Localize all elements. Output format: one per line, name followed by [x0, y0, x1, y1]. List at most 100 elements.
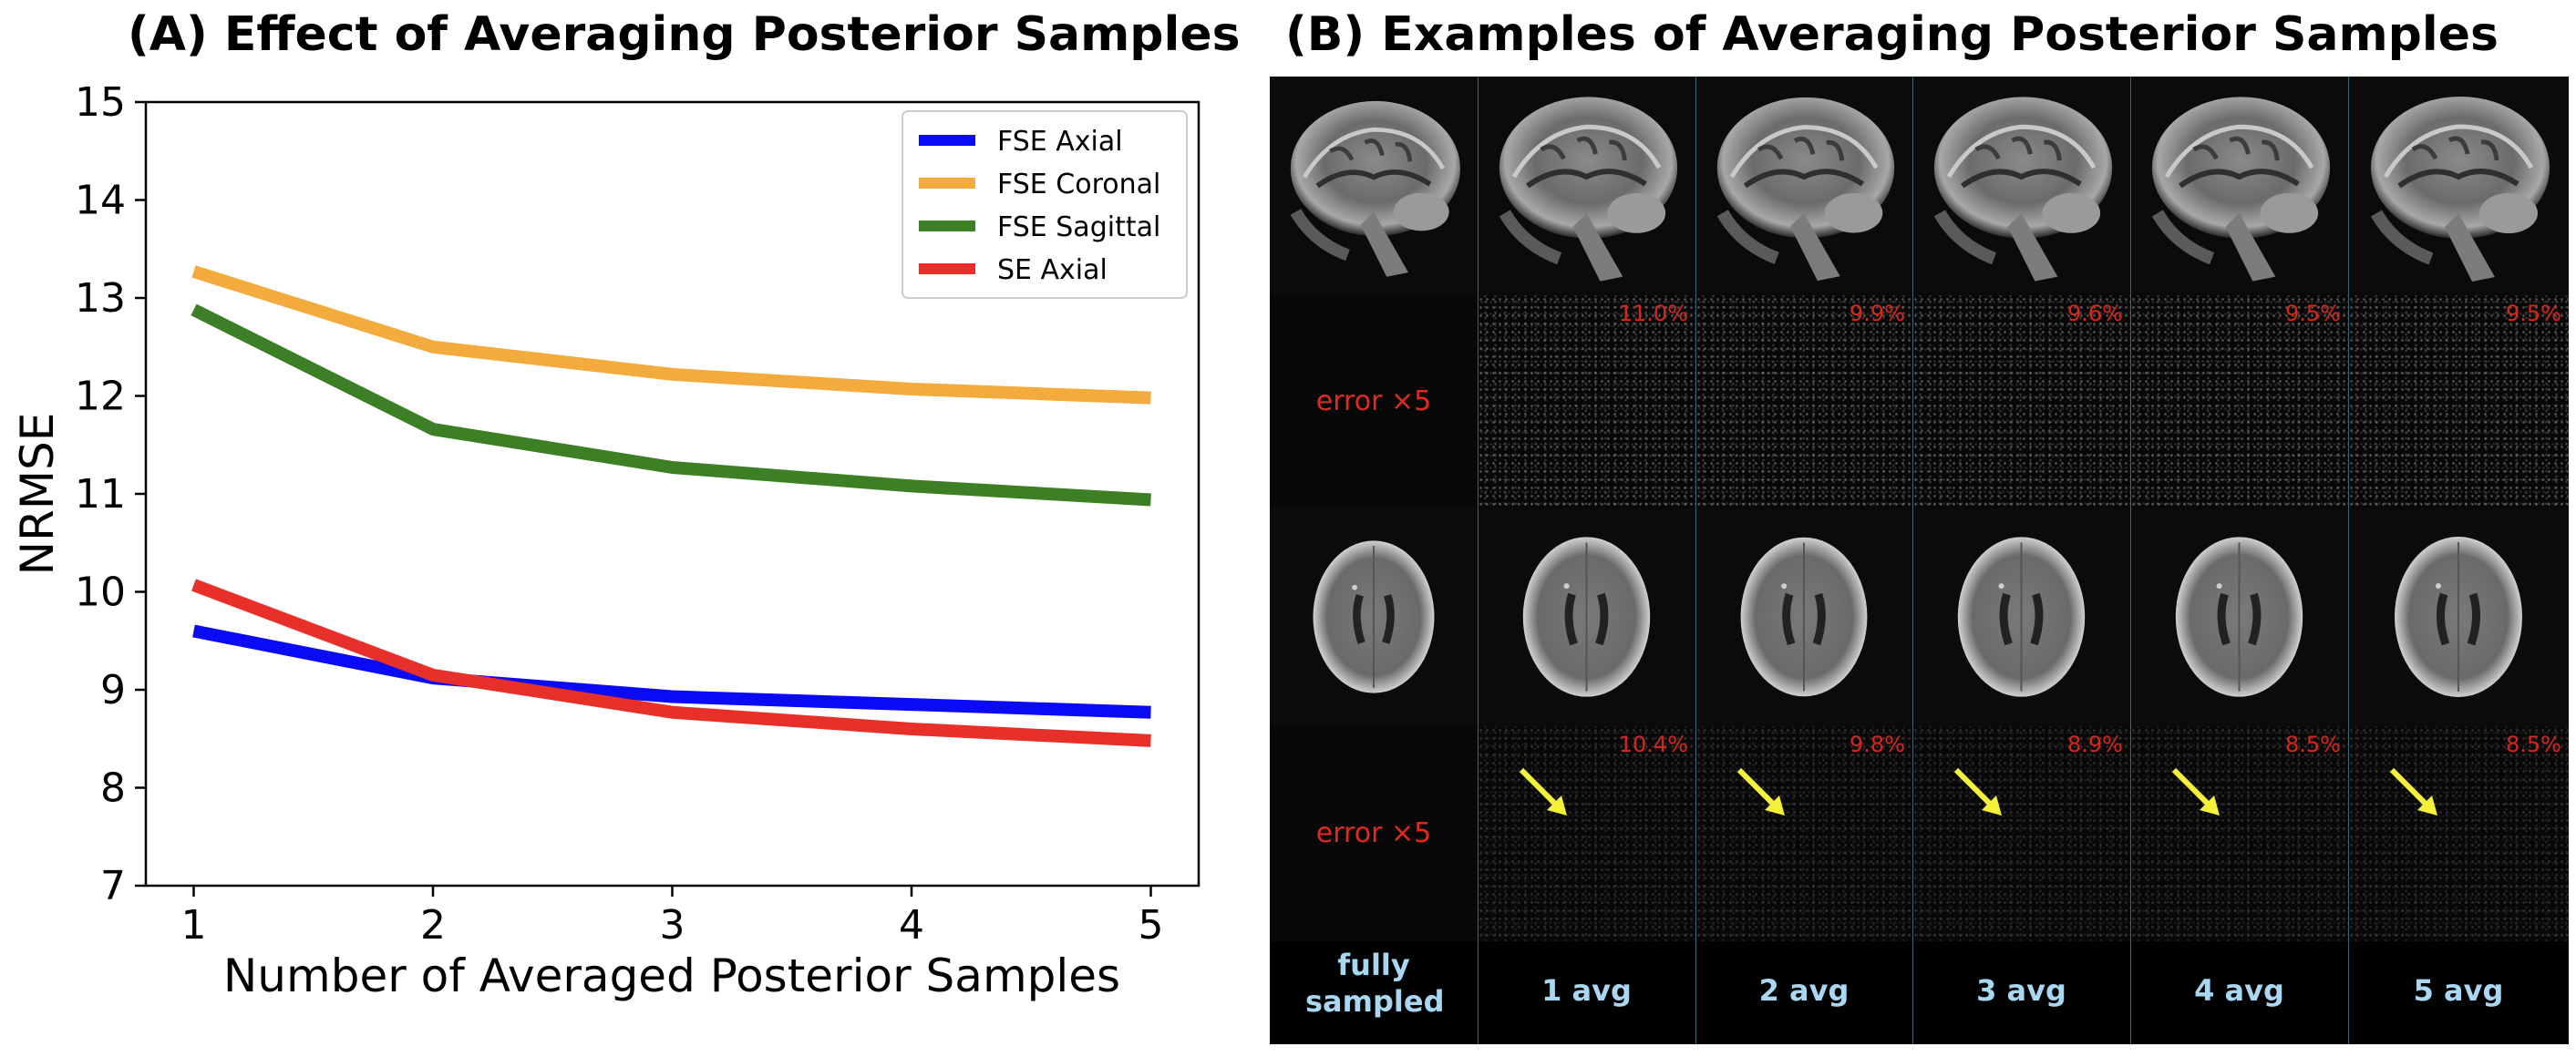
- y-tick-label: 11: [75, 471, 126, 518]
- nrmse-percent: 9.8%: [1850, 732, 1905, 757]
- legend: FSE Axial FSE Coronal FSE Sagittal SE Axial: [902, 110, 1188, 299]
- column-divider: [2130, 77, 2131, 1044]
- error-noise-texture: [1912, 726, 2130, 941]
- axial-image-cell: [1478, 508, 1695, 726]
- error-map-cell: 9.5%: [2130, 295, 2348, 508]
- error-map-cell: 8.5%: [2130, 726, 2348, 941]
- column-divider: [1695, 77, 1696, 1044]
- y-axis-label: NRMSE: [11, 413, 64, 576]
- sagittal-image-cell: [1478, 77, 1695, 295]
- axial-mri-image: [1313, 540, 1435, 693]
- error-map-cell: 9.8%: [1695, 726, 1912, 941]
- yellow-arrow-icon: [1736, 767, 1785, 816]
- sagittal-mri-image: [1499, 97, 1678, 282]
- x-tick-label: 2: [420, 902, 446, 949]
- axial-mri-image: [1522, 537, 1651, 697]
- error-noise-texture: [1478, 726, 1695, 941]
- axial-mri-image: [1957, 537, 2086, 697]
- sagittal-image-cell: [1912, 77, 2130, 295]
- column-label: fully sampled: [1305, 948, 1445, 1019]
- axial-mri-image: [2175, 537, 2303, 697]
- yellow-arrow-icon: [2171, 767, 2220, 816]
- column-footer: 3 avg: [1912, 941, 2130, 1044]
- error-map-cell: 8.5%: [2348, 726, 2569, 941]
- yellow-arrow-icon: [1953, 767, 2002, 816]
- x-tick-label: 5: [1139, 902, 1164, 949]
- x-tick-label: 4: [899, 902, 924, 949]
- yellow-arrow-icon: [1519, 767, 1567, 816]
- error-scale-label: error ×5: [1315, 817, 1432, 849]
- axial-image-cell: [2130, 508, 2348, 726]
- column-footer: 1 avg: [1478, 941, 1695, 1044]
- axial-image-cell: [1695, 508, 1912, 726]
- nrmse-percent: 8.9%: [2067, 732, 2123, 757]
- sagittal-mri-image: [1933, 97, 2113, 282]
- y-tick-label: 14: [75, 178, 126, 224]
- y-tick-label: 8: [100, 765, 126, 812]
- legend-label: SE Axial: [997, 254, 1108, 286]
- column-footer: 2 avg: [1695, 941, 1912, 1044]
- legend-label: FSE Sagittal: [997, 211, 1160, 243]
- error-noise-texture: [2130, 726, 2348, 941]
- error-map-cell: error ×5: [1270, 726, 1478, 941]
- error-noise-texture: [1695, 726, 1912, 941]
- y-tick-label: 10: [75, 570, 126, 616]
- column-footer: 4 avg: [2130, 941, 2348, 1044]
- nrmse-percent: 8.5%: [2506, 732, 2561, 757]
- y-tick-label: 7: [100, 863, 126, 909]
- sagittal-mri-image: [2370, 97, 2550, 282]
- sagittal-image-cell: [1695, 77, 1912, 295]
- sagittal-mri-image: [1290, 100, 1460, 277]
- sagittal-image-cell: [2130, 77, 2348, 295]
- nrmse-percent: 9.6%: [2067, 301, 2123, 326]
- error-noise-texture: [2348, 726, 2569, 941]
- axial-mri-image: [2395, 537, 2522, 697]
- axial-image-cell: [2348, 508, 2569, 726]
- sagittal-mri-image: [1716, 97, 1895, 282]
- axial-image-cell: [1270, 508, 1478, 726]
- error-map-cell: 9.6%: [1912, 295, 2130, 508]
- panel-a-title: (A) Effect of Averaging Posterior Sample…: [128, 7, 1241, 62]
- legend-label: FSE Axial: [997, 126, 1123, 158]
- column-label: 1 avg: [1541, 973, 1632, 1008]
- nrmse-percent: 8.5%: [2285, 732, 2341, 757]
- error-noise-texture: [1912, 295, 2130, 508]
- x-tick-label: 3: [660, 902, 685, 949]
- error-noise-texture: [2130, 295, 2348, 508]
- column-divider: [1478, 77, 1479, 1044]
- mri-example-grid: error ×5 error ×5 fully sampled 11.0% 10.4% 1…: [1270, 77, 2569, 1044]
- x-tick-label: 1: [181, 902, 207, 949]
- series-line-fse-sagittal: [191, 303, 1151, 507]
- error-scale-label: error ×5: [1315, 385, 1432, 417]
- y-tick-label: 15: [75, 79, 126, 126]
- y-tick-label: 9: [100, 667, 126, 713]
- nrmse-percent: 10.4%: [1618, 732, 1688, 757]
- column-divider: [1912, 77, 1913, 1044]
- legend-label: FSE Coronal: [997, 169, 1160, 200]
- column-divider: [2348, 77, 2349, 1044]
- column-label: 4 avg: [2194, 973, 2284, 1008]
- error-map-cell: error ×5: [1270, 295, 1478, 508]
- error-map-cell: 9.5%: [2348, 295, 2569, 508]
- plot-frame: [144, 100, 1200, 888]
- nrmse-percent: 9.5%: [2506, 301, 2561, 326]
- axial-image-cell: [1912, 508, 2130, 726]
- x-axis-label: Number of Averaged Posterior Samples: [223, 949, 1120, 1002]
- legend-box: [902, 110, 1188, 299]
- error-map-cell: 11.0%: [1478, 295, 1695, 508]
- column-footer: 5 avg: [2348, 941, 2569, 1044]
- error-map-cell: 10.4%: [1478, 726, 1695, 941]
- error-noise-texture: [2348, 295, 2569, 508]
- error-noise-texture: [1478, 295, 1695, 508]
- panel-b-title: (B) Examples of Averaging Posterior Samp…: [1285, 7, 2499, 62]
- y-tick-label: 13: [75, 275, 126, 322]
- axial-mri-image: [1740, 537, 1868, 697]
- sagittal-mri-image: [2151, 97, 2331, 282]
- sagittal-image-cell: [1270, 77, 1478, 295]
- error-map-cell: 8.9%: [1912, 726, 2130, 941]
- error-map-cell: 9.9%: [1695, 295, 1912, 508]
- column-label: 5 avg: [2413, 973, 2504, 1008]
- yellow-arrow-icon: [2389, 767, 2437, 816]
- y-tick-label: 12: [75, 374, 126, 420]
